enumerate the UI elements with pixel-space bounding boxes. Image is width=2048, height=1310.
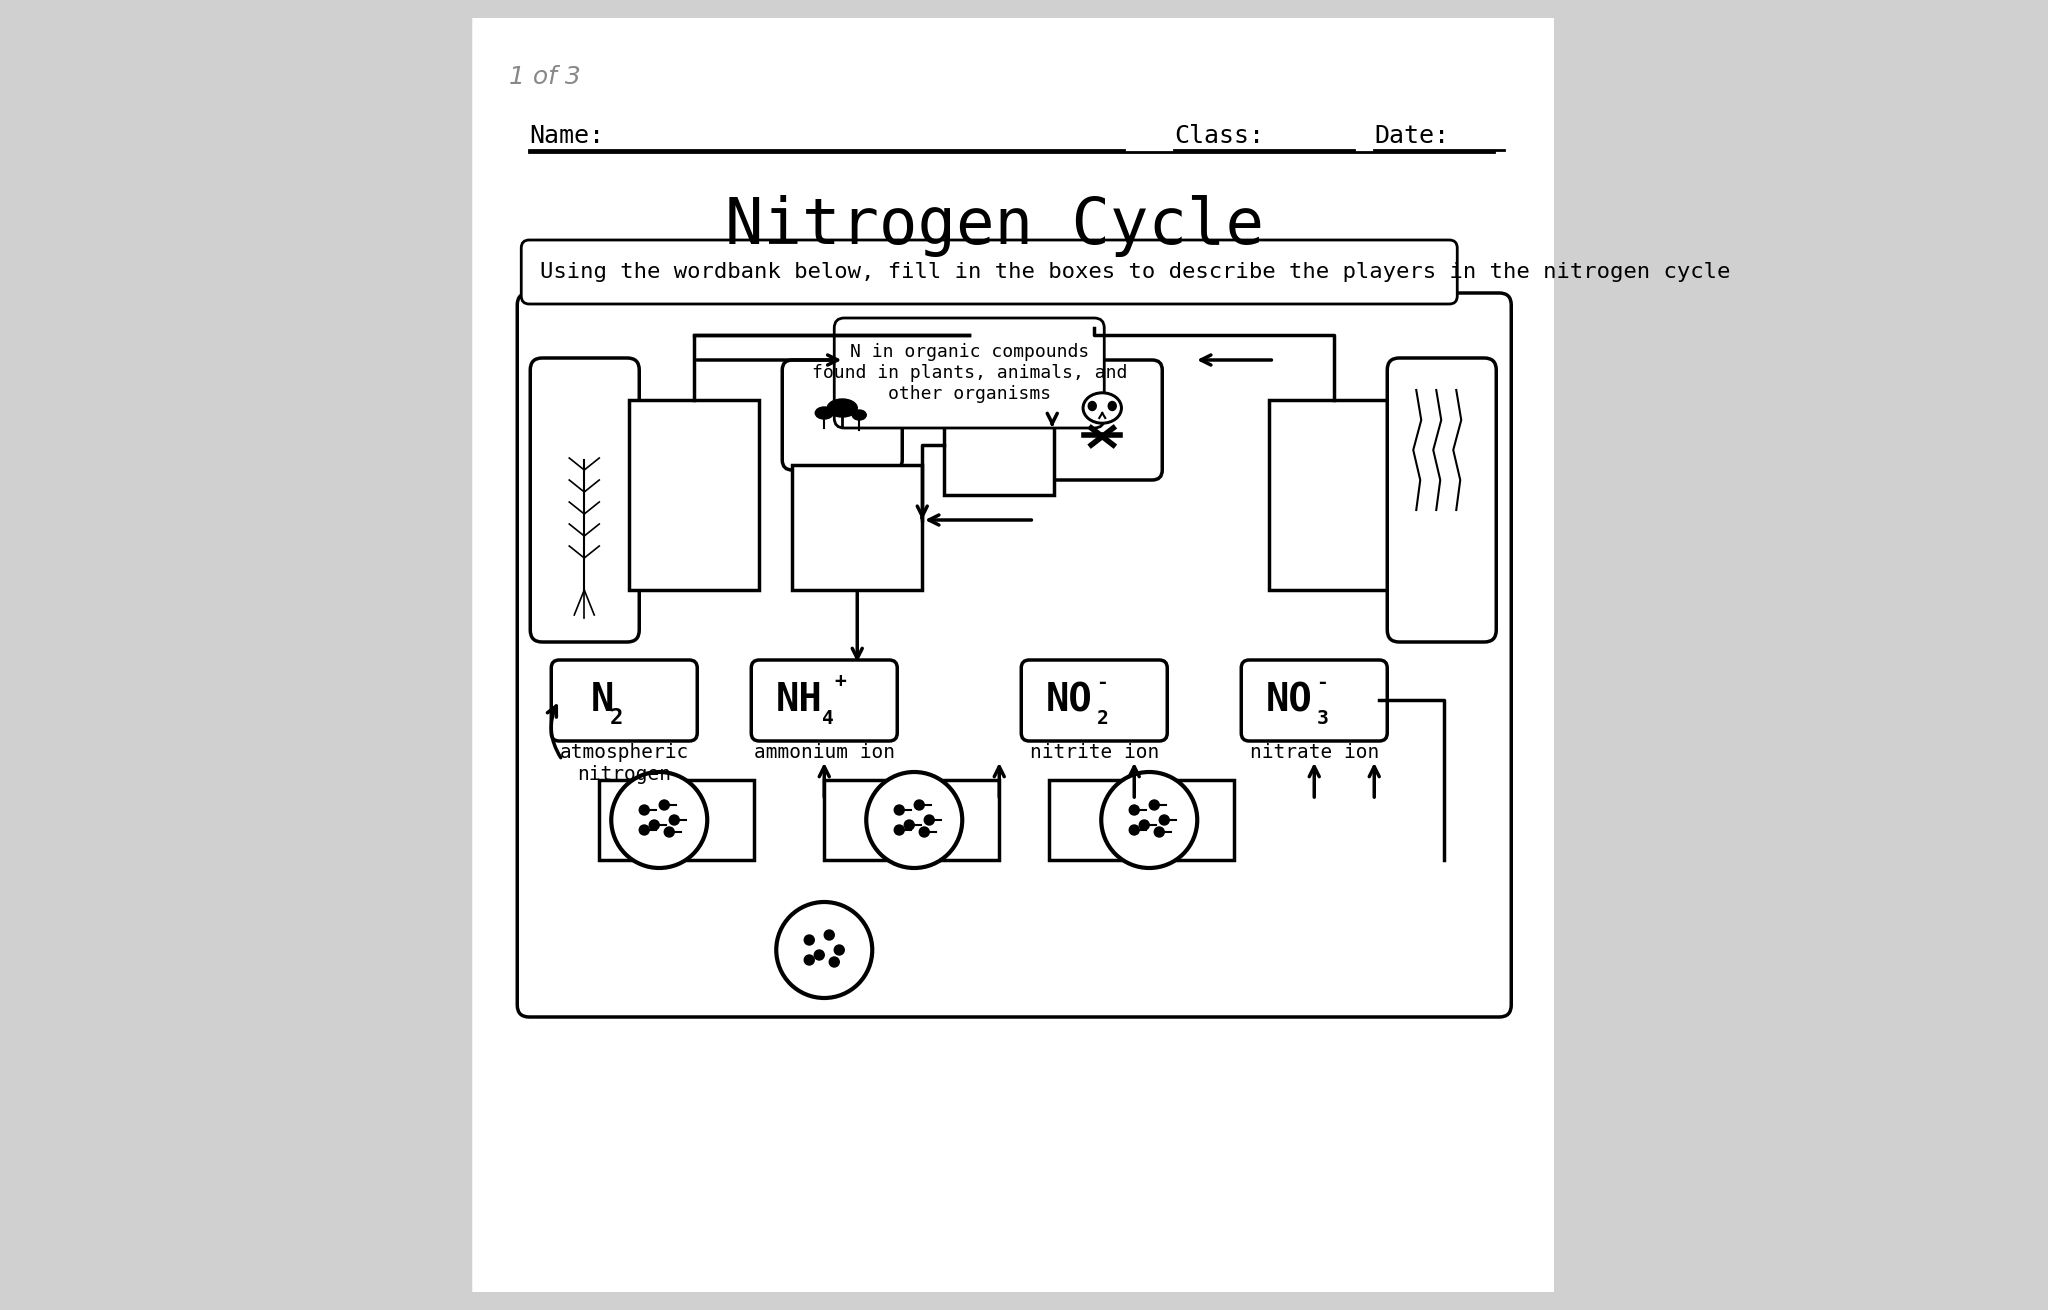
Ellipse shape — [852, 410, 866, 421]
Text: 3: 3 — [1317, 709, 1327, 727]
FancyBboxPatch shape — [1022, 660, 1167, 741]
Text: NH: NH — [776, 681, 823, 719]
Ellipse shape — [815, 407, 834, 419]
Text: 1 of 3: 1 of 3 — [510, 66, 582, 89]
FancyBboxPatch shape — [1386, 358, 1497, 642]
Circle shape — [1128, 825, 1139, 834]
Circle shape — [776, 903, 872, 998]
Circle shape — [610, 772, 707, 869]
Circle shape — [805, 935, 815, 945]
FancyBboxPatch shape — [782, 360, 903, 470]
Bar — [1049, 779, 1235, 859]
Text: N: N — [590, 681, 614, 719]
Ellipse shape — [1081, 392, 1122, 424]
Circle shape — [1102, 772, 1198, 869]
Text: +: + — [834, 672, 846, 692]
Text: atmospheric
nitrogen: atmospheric nitrogen — [559, 743, 688, 783]
Ellipse shape — [1087, 401, 1096, 410]
FancyBboxPatch shape — [518, 293, 1511, 1017]
Circle shape — [1159, 815, 1169, 825]
Circle shape — [1149, 800, 1159, 810]
FancyBboxPatch shape — [1042, 360, 1163, 479]
FancyBboxPatch shape — [530, 358, 639, 642]
Text: N in organic compounds
found in plants, animals, and
other organisms: N in organic compounds found in plants, … — [811, 343, 1126, 402]
Text: nitrate ion: nitrate ion — [1249, 743, 1378, 762]
Circle shape — [659, 800, 670, 810]
Circle shape — [1139, 820, 1149, 831]
Text: 2: 2 — [610, 707, 623, 728]
Circle shape — [829, 958, 840, 967]
Circle shape — [1128, 806, 1139, 815]
Bar — [600, 779, 754, 859]
Circle shape — [639, 825, 649, 834]
Text: Name:: Name: — [528, 124, 604, 148]
Circle shape — [834, 945, 844, 955]
FancyBboxPatch shape — [752, 660, 897, 741]
Circle shape — [823, 930, 834, 941]
Text: 2: 2 — [1096, 709, 1108, 727]
Text: Using the wordbank below, fill in the boxes to describe the players in the nitro: Using the wordbank below, fill in the bo… — [541, 262, 1731, 282]
Circle shape — [805, 955, 815, 965]
Bar — [793, 465, 922, 590]
FancyBboxPatch shape — [834, 318, 1104, 428]
Bar — [823, 779, 999, 859]
Circle shape — [924, 815, 934, 825]
Text: NO: NO — [1266, 681, 1313, 719]
FancyBboxPatch shape — [1241, 660, 1386, 741]
Bar — [944, 396, 1055, 495]
FancyBboxPatch shape — [473, 18, 2048, 1292]
Ellipse shape — [1108, 401, 1116, 410]
Text: Date:: Date: — [1374, 124, 1450, 148]
Text: NO: NO — [1047, 681, 1094, 719]
Text: nitrite ion: nitrite ion — [1030, 743, 1159, 762]
Text: -: - — [1317, 672, 1327, 692]
Circle shape — [649, 820, 659, 831]
FancyBboxPatch shape — [551, 660, 696, 741]
Circle shape — [895, 825, 905, 834]
Circle shape — [670, 815, 680, 825]
Circle shape — [664, 827, 674, 837]
Circle shape — [815, 950, 823, 960]
Ellipse shape — [827, 400, 858, 417]
Circle shape — [639, 806, 649, 815]
Circle shape — [866, 772, 963, 869]
Ellipse shape — [1085, 396, 1120, 421]
Bar — [629, 400, 760, 590]
Circle shape — [905, 820, 913, 831]
Text: ammonium ion: ammonium ion — [754, 743, 895, 762]
Text: Nitrogen Cycle: Nitrogen Cycle — [725, 195, 1264, 257]
Text: Class:: Class: — [1174, 124, 1264, 148]
Text: 4: 4 — [823, 709, 834, 727]
Circle shape — [895, 806, 905, 815]
Circle shape — [920, 827, 930, 837]
FancyBboxPatch shape — [522, 240, 1458, 304]
Circle shape — [1155, 827, 1163, 837]
Circle shape — [913, 800, 924, 810]
Bar — [1270, 400, 1399, 590]
Text: -: - — [1096, 672, 1108, 692]
